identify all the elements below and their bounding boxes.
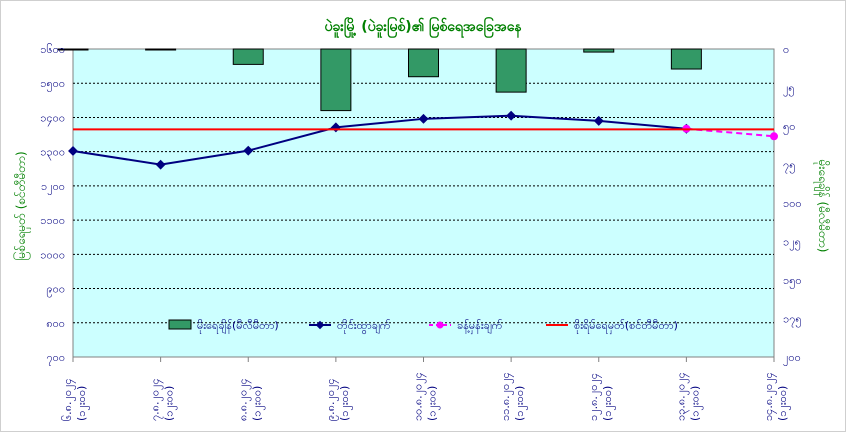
x-tick-time: (၁၂း၀၀) — [776, 386, 791, 421]
left-tick-label: ၁၂၀၀ — [41, 180, 65, 195]
x-tick-time: (၁၂း၀၀) — [338, 386, 353, 421]
x-axis-ticks: ၆.၈.၂၀၂၄ (၁၂း၀၀) ၇.၈.၂၀၂၄ (၁၂း၀၀) ၈.၈.၂၀၂၄ (၁… — [61, 357, 791, 421]
left-tick-label: ၁၁၀၀ — [40, 214, 65, 227]
x-tick-date: ၆.၈.၂၀၂၄ — [61, 378, 76, 421]
x-tick-date: ၁၄.၈.၂၀၂၄ — [762, 372, 777, 421]
left-tick-label: ၁၅၀၀ — [40, 77, 65, 92]
x-tick-label: ၇.၈.၂၀၂၄ (၁၂း၀၀) — [149, 378, 178, 421]
x-tick-label: ၁၂.၈.၂၀၂၄ (၁၂း၀၀) — [587, 373, 616, 421]
x-tick-label: ၁၄.၈.၂၀၂၄ (၁၂း၀၀) — [762, 372, 791, 421]
legend-marker — [436, 321, 444, 329]
x-tick-date: ၈.၈.၂၀၂၄ — [236, 378, 251, 421]
left-tick-label: ၁၆၀၀ — [40, 43, 65, 56]
x-tick-time: (၁၂း၀၀) — [250, 386, 265, 421]
observed-point — [593, 115, 604, 126]
legend-label: ခန့်မှန်းချက် — [457, 319, 503, 334]
forecast-point — [770, 132, 778, 141]
legend-label: တိုင်းထွာချက် — [337, 319, 391, 334]
left-tick-label: ၉၀၀ — [46, 283, 65, 298]
plot-area — [72, 48, 775, 358]
legend: မိုးရေချိန်(မီလီမီတာ) တိုင်းထွာချက် ခန့်မှ… — [168, 319, 678, 334]
rainfall-bar — [320, 48, 352, 112]
x-tick-date: ၁၁.၈.၂၀၂၄ — [499, 372, 514, 421]
rainfall-bar — [57, 48, 89, 51]
x-tick-time: (၁၂း၀၀) — [688, 386, 703, 421]
rainfall-bar — [408, 48, 439, 78]
gridlines — [73, 82, 774, 324]
x-tick-time: (၁၂း၀၀) — [601, 386, 616, 421]
x-tick-time: (၁၂း၀၀) — [163, 386, 178, 421]
legend-label: စိုးရိမ်ရေမှတ်(စင်တီမီတာ) — [574, 319, 678, 334]
x-tick-label: ၉.၈.၂၀၂၄ (၁၂း၀၀) — [324, 378, 353, 421]
x-tick-label: ၆.၈.၂၀၂၄ (၁၂း၀၀) — [61, 378, 90, 421]
right-axis-label: မိုးရေချိန် (မီလီမီတာ) — [813, 160, 831, 253]
x-tick-date: ၉.၈.၂၀၂၄ — [324, 378, 339, 421]
rainfall-bar — [232, 48, 264, 65]
x-tick-time: (၁၂း၀၀) — [513, 386, 528, 421]
legend-label: မိုးရေချိန်(မီလီမီတာ) — [197, 319, 279, 334]
right-tick-label: ၂၅ — [783, 82, 795, 97]
x-tick-label: ၁၀.၈.၂၀၂၄ (၁၂း၀၀) — [412, 372, 441, 421]
x-tick-label: ၁၁.၈.၂၀၂၄ (၁၂း၀၀) — [499, 372, 528, 421]
right-tick-label: ၁၇၅ — [783, 313, 802, 328]
x-tick-time: (၁၂း၀၀) — [426, 386, 441, 421]
x-tick-date: ၇.၈.၂၀၂၄ — [149, 378, 164, 421]
x-tick-label: ၈.၈.၂၀၂၄ (၁၂း၀၀) — [236, 378, 265, 421]
left-tick-label: ၁၃၀၀ — [40, 146, 65, 161]
rainfall-bar — [670, 48, 702, 70]
observed-point — [243, 145, 254, 156]
left-tick-label: ၁၄၀၀ — [40, 111, 65, 126]
rainfall-bar — [583, 48, 615, 53]
rainfall-bars — [57, 48, 702, 112]
legend-marker — [315, 320, 325, 330]
left-tick-label: ၈၀၀ — [46, 317, 65, 330]
x-tick-date: ၁၃.၈.၂၀၂၄ — [674, 372, 689, 421]
x-tick-date: ၁၀.၈.၂၀၂၄ — [412, 372, 427, 421]
observed-line — [72, 114, 687, 166]
right-tick-label: ၇၅ — [783, 159, 795, 174]
right-tick-label: ၅၀ — [783, 120, 795, 135]
right-tick-label: ၁၂၅ — [783, 236, 801, 251]
observed-point — [68, 146, 78, 156]
x-tick-date: ၁၂.၈.၂၀၂၄ — [587, 373, 602, 421]
left-tick-label: ၁၀၀၀ — [40, 248, 65, 261]
right-tick-label: ၁၀၀ — [783, 197, 802, 210]
right-tick-label: ၁၅၀ — [783, 274, 802, 289]
right-tick-label: ၀ — [783, 43, 789, 56]
left-tick-label: ၇၀၀ — [46, 351, 65, 366]
left-axis-label: မြစ်ရေမှတ် (စင်တီမီတာ) — [12, 151, 31, 260]
x-tick-time: (၁၂း၀၀) — [75, 386, 90, 421]
right-tick-label: ၂၀၀ — [783, 351, 801, 366]
chart-title: ပဲခူးမြို့ (ပဲခူးမြစ်)၏ မြစ်ရေအခြေအနေ — [324, 17, 522, 38]
observed-point — [155, 159, 166, 170]
left-axis-ticks: ၇၀၀ ၈၀၀ ၉၀၀ ၁၀၀၀ ၁၁၀၀ ၁၂၀၀ ၁၃၀၀ ၁၄၀၀ ၁၅၀၀ ၁၆၀၀ — [40, 43, 65, 366]
legend-swatch — [168, 319, 192, 330]
rainfall-bar — [495, 48, 527, 93]
rainfall-bar — [145, 48, 177, 51]
x-tick-label: ၁၃.၈.၂၀၂၄ (၁၂း၀၀) — [674, 372, 703, 421]
